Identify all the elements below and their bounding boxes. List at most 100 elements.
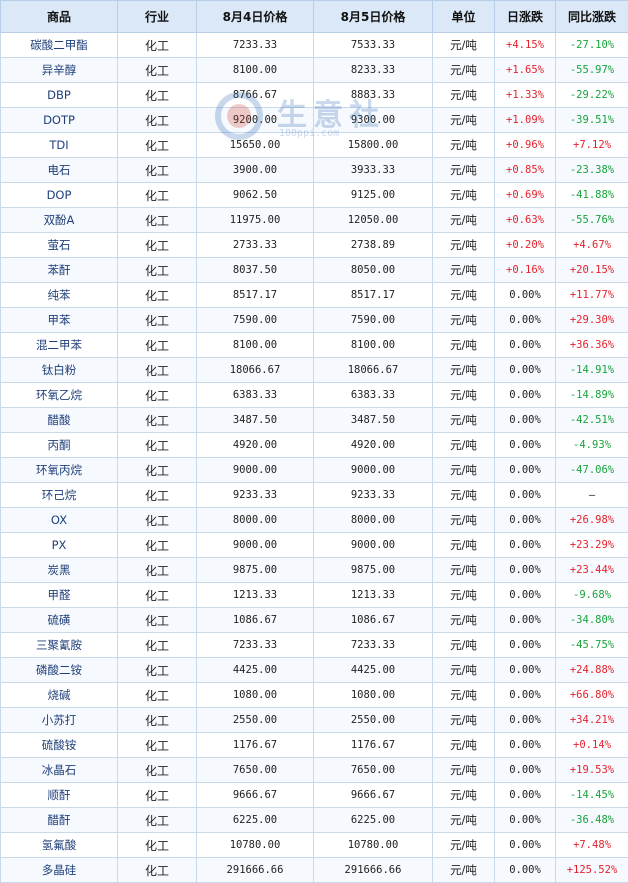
cell-product[interactable]: 萤石 — [1, 233, 118, 258]
cell-product[interactable]: OX — [1, 508, 118, 533]
cell-product[interactable]: 炭黑 — [1, 558, 118, 583]
cell-daily-change: 0.00% — [495, 408, 556, 433]
cell-product[interactable]: 冰晶石 — [1, 758, 118, 783]
cell-yoy-change: +20.15% — [556, 258, 628, 283]
cell-yoy-change: +125.52% — [556, 858, 628, 883]
cell-product[interactable]: 硫酸铵 — [1, 733, 118, 758]
cell-daily-change: 0.00% — [495, 483, 556, 508]
cell-unit: 元/吨 — [433, 483, 495, 508]
cell-price-aug4: 1213.33 — [197, 583, 314, 608]
cell-yoy-change: -23.38% — [556, 158, 628, 183]
cell-price-aug4: 1080.00 — [197, 683, 314, 708]
cell-product[interactable]: 纯苯 — [1, 283, 118, 308]
cell-daily-change: 0.00% — [495, 808, 556, 833]
header-industry: 行业 — [118, 1, 197, 33]
header-unit: 单位 — [433, 1, 495, 33]
cell-daily-change: 0.00% — [495, 783, 556, 808]
cell-daily-change: 0.00% — [495, 583, 556, 608]
cell-product[interactable]: 双酚A — [1, 208, 118, 233]
cell-price-aug5: 1213.33 — [314, 583, 433, 608]
cell-price-aug4: 6383.33 — [197, 383, 314, 408]
cell-price-aug5: 9666.67 — [314, 783, 433, 808]
cell-industry: 化工 — [118, 508, 197, 533]
cell-product[interactable]: 顺酐 — [1, 783, 118, 808]
cell-product[interactable]: PX — [1, 533, 118, 558]
cell-product[interactable]: 三聚氰胺 — [1, 633, 118, 658]
cell-product[interactable]: 电石 — [1, 158, 118, 183]
cell-daily-change: 0.00% — [495, 858, 556, 883]
cell-price-aug5: 3933.33 — [314, 158, 433, 183]
cell-unit: 元/吨 — [433, 33, 495, 58]
cell-product[interactable]: 钛白粉 — [1, 358, 118, 383]
cell-product[interactable]: 环己烷 — [1, 483, 118, 508]
cell-product[interactable]: 环氧乙烷 — [1, 383, 118, 408]
cell-price-aug4: 7233.33 — [197, 633, 314, 658]
cell-price-aug5: 7233.33 — [314, 633, 433, 658]
cell-industry: 化工 — [118, 558, 197, 583]
cell-daily-change: 0.00% — [495, 558, 556, 583]
cell-yoy-change: +7.12% — [556, 133, 628, 158]
cell-unit: 元/吨 — [433, 133, 495, 158]
cell-product[interactable]: 磷酸二铵 — [1, 658, 118, 683]
cell-product[interactable]: 醋酐 — [1, 808, 118, 833]
cell-price-aug4: 1086.67 — [197, 608, 314, 633]
cell-price-aug4: 9000.00 — [197, 533, 314, 558]
header-price-aug5: 8月5日价格 — [314, 1, 433, 33]
cell-daily-change: +4.15% — [495, 33, 556, 58]
cell-unit: 元/吨 — [433, 233, 495, 258]
cell-product[interactable]: 异辛醇 — [1, 58, 118, 83]
cell-price-aug5: 6225.00 — [314, 808, 433, 833]
cell-price-aug5: 9125.00 — [314, 183, 433, 208]
cell-price-aug5: 8050.00 — [314, 258, 433, 283]
cell-industry: 化工 — [118, 533, 197, 558]
cell-price-aug4: 8100.00 — [197, 333, 314, 358]
cell-product[interactable]: 碳酸二甲酯 — [1, 33, 118, 58]
cell-product[interactable]: 硫磺 — [1, 608, 118, 633]
cell-product[interactable]: 混二甲苯 — [1, 333, 118, 358]
table-header: 商品 行业 8月4日价格 8月5日价格 单位 日涨跌 同比涨跌 — [1, 1, 628, 33]
cell-industry: 化工 — [118, 233, 197, 258]
cell-price-aug5: 9000.00 — [314, 458, 433, 483]
cell-price-aug5: 9233.33 — [314, 483, 433, 508]
cell-industry: 化工 — [118, 458, 197, 483]
cell-product[interactable]: 环氧丙烷 — [1, 458, 118, 483]
cell-unit: 元/吨 — [433, 633, 495, 658]
cell-daily-change: +0.16% — [495, 258, 556, 283]
cell-industry: 化工 — [118, 658, 197, 683]
cell-unit: 元/吨 — [433, 308, 495, 333]
cell-product[interactable]: 丙酮 — [1, 433, 118, 458]
cell-industry: 化工 — [118, 858, 197, 883]
cell-daily-change: 0.00% — [495, 458, 556, 483]
cell-yoy-change: -42.51% — [556, 408, 628, 433]
cell-product[interactable]: DOP — [1, 183, 118, 208]
cell-product[interactable]: DOTP — [1, 108, 118, 133]
cell-industry: 化工 — [118, 33, 197, 58]
cell-product[interactable]: 苯酐 — [1, 258, 118, 283]
cell-industry: 化工 — [118, 383, 197, 408]
cell-product[interactable]: 醋酸 — [1, 408, 118, 433]
cell-product[interactable]: 多晶硅 — [1, 858, 118, 883]
cell-industry: 化工 — [118, 158, 197, 183]
cell-product[interactable]: 甲苯 — [1, 308, 118, 333]
cell-price-aug5: 8517.17 — [314, 283, 433, 308]
cell-unit: 元/吨 — [433, 508, 495, 533]
cell-unit: 元/吨 — [433, 608, 495, 633]
cell-product[interactable]: 氢氟酸 — [1, 833, 118, 858]
cell-product[interactable]: 烧碱 — [1, 683, 118, 708]
cell-product[interactable]: DBP — [1, 83, 118, 108]
cell-product[interactable]: TDI — [1, 133, 118, 158]
cell-industry: 化工 — [118, 258, 197, 283]
cell-product[interactable]: 甲醛 — [1, 583, 118, 608]
cell-yoy-change: -29.22% — [556, 83, 628, 108]
cell-price-aug4: 15650.00 — [197, 133, 314, 158]
cell-yoy-change: -55.76% — [556, 208, 628, 233]
cell-yoy-change: -47.06% — [556, 458, 628, 483]
cell-product[interactable]: 小苏打 — [1, 708, 118, 733]
